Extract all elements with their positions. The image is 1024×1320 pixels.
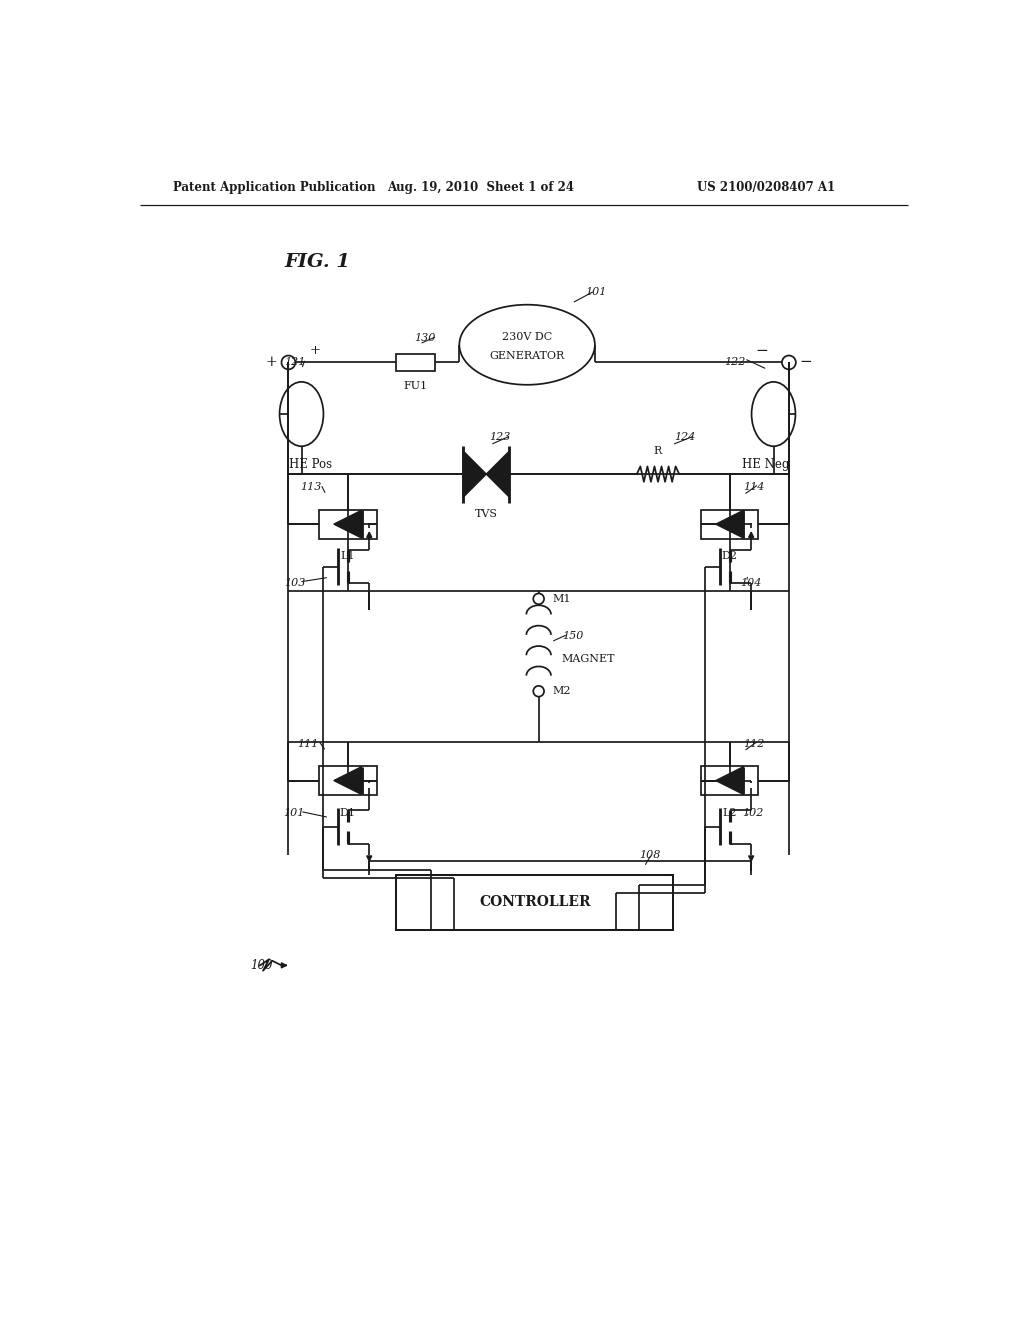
Text: 108: 108 [640, 850, 662, 861]
Text: TVS: TVS [475, 510, 498, 519]
Bar [396, 354, 435, 371]
Text: 101: 101 [283, 808, 304, 818]
Bar [318, 766, 377, 795]
Text: GENERATOR: GENERATOR [489, 351, 564, 360]
Bar [396, 875, 674, 929]
Text: −: − [756, 345, 768, 358]
Text: MAGNET: MAGNET [562, 653, 615, 664]
Text: 130: 130 [414, 333, 435, 343]
Text: CONTROLLER: CONTROLLER [479, 895, 591, 909]
Text: 230V DC: 230V DC [502, 333, 552, 342]
Text: +: + [265, 355, 278, 370]
Polygon shape [463, 451, 486, 498]
Text: 113: 113 [300, 482, 322, 492]
Text: 101: 101 [585, 288, 606, 297]
Polygon shape [334, 511, 361, 539]
Text: HE Pos: HE Pos [289, 458, 333, 471]
Text: R: R [654, 446, 663, 455]
Polygon shape [486, 451, 509, 498]
Text: 112: 112 [743, 739, 765, 748]
Text: 124: 124 [674, 432, 695, 442]
Text: 100: 100 [250, 958, 272, 972]
Text: 102: 102 [742, 808, 764, 818]
Bar [700, 766, 759, 795]
Text: 104: 104 [740, 578, 762, 589]
Text: D1: D1 [340, 808, 355, 818]
Text: 103: 103 [285, 578, 306, 589]
Bar [318, 510, 377, 539]
Text: D2: D2 [722, 552, 737, 561]
Text: FU1: FU1 [403, 380, 428, 391]
Text: Patent Application Publication: Patent Application Publication [173, 181, 376, 194]
Text: HE Neg: HE Neg [742, 458, 790, 471]
Polygon shape [716, 511, 743, 539]
Text: 114: 114 [743, 482, 765, 492]
Text: 123: 123 [489, 432, 511, 442]
Text: L2: L2 [722, 808, 737, 818]
Polygon shape [716, 767, 743, 795]
Text: 122: 122 [724, 356, 745, 367]
Text: Aug. 19, 2010  Sheet 1 of 24: Aug. 19, 2010 Sheet 1 of 24 [387, 181, 574, 194]
Text: M1: M1 [553, 594, 571, 603]
Bar [700, 510, 759, 539]
Text: 111: 111 [297, 739, 318, 748]
Text: +: + [310, 345, 321, 358]
Polygon shape [334, 767, 361, 795]
Text: US 2100/0208407 A1: US 2100/0208407 A1 [696, 181, 835, 194]
Text: FIG. 1: FIG. 1 [285, 253, 350, 272]
Text: L1: L1 [340, 552, 355, 561]
Text: M2: M2 [553, 686, 571, 696]
Text: −: − [800, 355, 812, 370]
Text: 121: 121 [285, 356, 306, 367]
Text: 150: 150 [562, 631, 583, 640]
